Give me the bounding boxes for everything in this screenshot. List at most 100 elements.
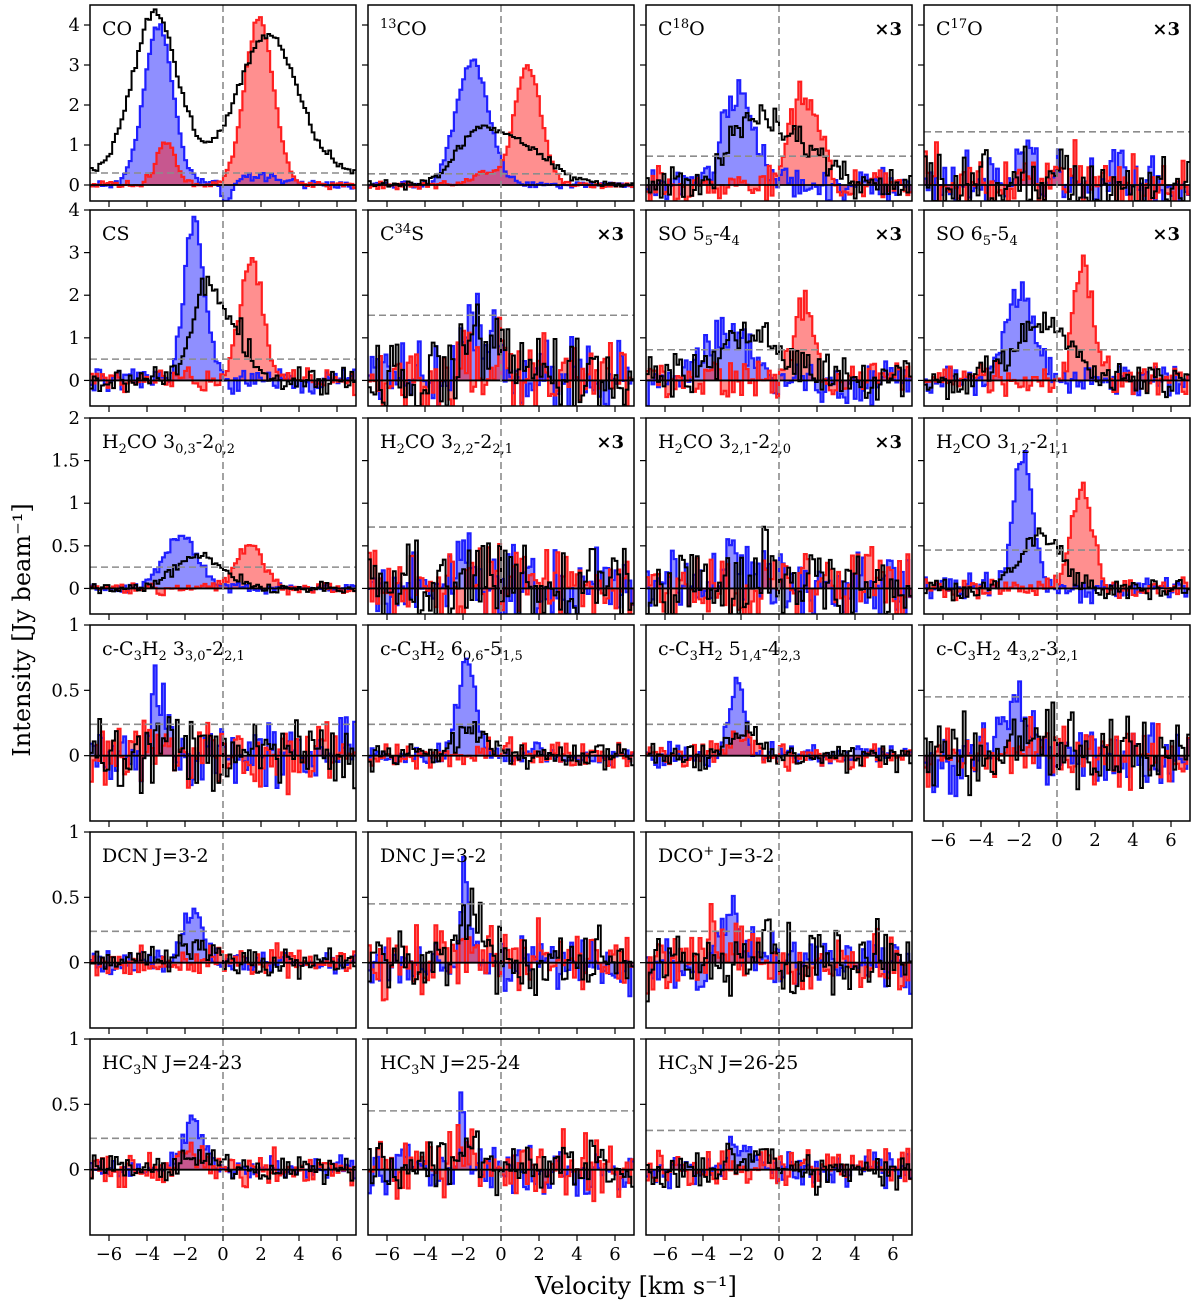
y-axis-title: Intensity [Jy beam⁻¹] [8,503,36,757]
panel-HC3N_24-23: −6 −4 −2 0 2 4 6 0 0.5 1 HC3N J=24-23 [51,1029,357,1265]
panel-C34S: C34S ×3 [362,209,635,412]
plot-area [368,418,634,614]
x-tick-label: −6 [930,830,957,851]
y-tick-label: 0.5 [51,536,80,557]
scale-factor-label: ×3 [874,19,902,40]
x-tick-label: 6 [887,1244,898,1265]
panel-label: C18O [658,17,705,40]
y-tick-label: 1 [69,615,80,636]
panel-cC3H2_330-221: 0 0.5 1 c-C3H2 33,0-22,1 [51,615,357,827]
panel-CO: 0 1 2 3 4 CO [69,4,357,207]
plot-area [90,210,356,406]
panel-DNC: DNC J=3-2 [362,831,635,1034]
y-tick-label: 0 [69,578,80,599]
x-tick-label: 2 [811,1244,822,1265]
x-tick-label: −2 [728,1244,755,1265]
plot-area [646,418,912,614]
plot-area [924,418,1190,614]
series-red-line [90,544,356,597]
panel-label: c-C3H2 51,4-42,3 [658,638,801,664]
series-black-line [924,701,1190,797]
x-tick-label: −6 [374,1244,401,1265]
x-tick-label: 6 [609,1244,620,1265]
panel-H2CO_322-221: H2CO 32,2-22,1 ×3 [362,417,635,620]
plot-area [646,5,912,201]
panel-cC3H2_514-423: c-C3H2 51,4-42,3 [640,624,913,827]
plot-area [646,832,912,1028]
panel-label: DCO+ J=3-2 [658,844,774,867]
x-tick-label: −2 [450,1244,477,1265]
plot-area [90,5,356,201]
y-tick-label: 0 [69,953,80,974]
plot-area [90,832,356,1028]
series-red-fill [646,904,912,994]
y-tick-label: 3 [69,243,80,264]
panel-cC3H2_432-321: −6 −4 −2 0 2 4 6 c-C3H2 43,2-32,1 [918,624,1191,851]
series-black-line [368,303,634,406]
y-tick-label: 1 [69,135,80,156]
panel-HC3N_25-24: −6 −4 −2 0 2 4 6 HC3N J=25-24 [362,1038,635,1265]
x-tick-label: 0 [495,1244,506,1265]
y-tick-label: 0.5 [51,1094,80,1115]
scale-factor-label: ×3 [596,432,624,453]
series-blue-line [924,449,1190,605]
plot-area [924,625,1190,821]
x-tick-label: 2 [1089,830,1100,851]
x-tick-label: −2 [172,1244,199,1265]
panel-label: DCN J=3-2 [102,845,209,867]
scale-factor-label: ×3 [874,432,902,453]
plot-area [90,1039,356,1235]
x-tick-label: 0 [773,1244,784,1265]
x-tick-label: 0 [217,1244,228,1265]
x-tick-label: 6 [1165,830,1176,851]
x-tick-label: 4 [571,1244,582,1265]
panel-HC3N_26-25: −6 −4 −2 0 2 4 6 HC3N J=26-25 [640,1038,913,1265]
panel-label: C17O [936,17,983,40]
panel-C18O: C18O ×3 [640,4,913,207]
panel-13CO: 13CO [362,4,635,207]
x-tick-label: −4 [968,830,995,851]
plot-area [646,210,912,406]
panel-label: SO 65-54 [936,223,1018,249]
x-tick-label: 4 [293,1244,304,1265]
plot-area [368,5,634,201]
panel-DCN: 0 0.5 1 DCN J=3-2 [51,822,357,1034]
y-tick-label: 0.5 [51,680,80,701]
y-tick-label: 0.5 [51,887,80,908]
y-tick-label: 0 [69,175,80,196]
y-tick-label: 0 [69,1160,80,1181]
y-tick-label: 4 [69,15,80,36]
x-tick-label: 6 [331,1244,342,1265]
y-tick-label: 2 [69,408,80,429]
plot-area [368,210,634,406]
series-black-line [90,275,356,396]
panel-cC3H2_606-515: c-C3H2 60,6-51,5 [362,624,635,827]
panel-label: H2CO 30,3-20,2 [102,431,235,457]
plot-area [646,1039,912,1235]
panel-label: HC3N J=26-25 [658,1052,798,1078]
series-blue-fill [90,535,356,594]
panel-SO_55-44: SO 55-44 ×3 [640,209,913,412]
y-tick-label: 1 [69,328,80,349]
panel-SO_65-54: SO 65-54 ×3 [918,209,1191,412]
panel-label: C34S [380,222,424,245]
x-tick-label: −6 [652,1244,679,1265]
y-tick-label: 3 [69,55,80,76]
panel-CS: 0 1 2 3 4 CS [69,200,357,412]
y-tick-label: 1.5 [51,451,80,472]
y-tick-label: 1 [69,493,80,514]
plot-area [646,625,912,821]
plot-area [368,625,634,821]
y-tick-label: 0 [69,370,80,391]
panel-label: HC3N J=25-24 [380,1052,520,1078]
plot-area [90,625,356,821]
panel-label: CS [102,223,130,245]
panel-label: SO 55-44 [658,223,740,249]
scale-factor-label: ×3 [1152,224,1180,245]
y-tick-label: 2 [69,95,80,116]
panel-label: c-C3H2 60,6-51,5 [380,638,523,664]
panel-label: HC3N J=24-23 [102,1052,242,1078]
y-tick-label: 4 [69,200,80,221]
panel-label: c-C3H2 43,2-32,1 [936,638,1079,664]
